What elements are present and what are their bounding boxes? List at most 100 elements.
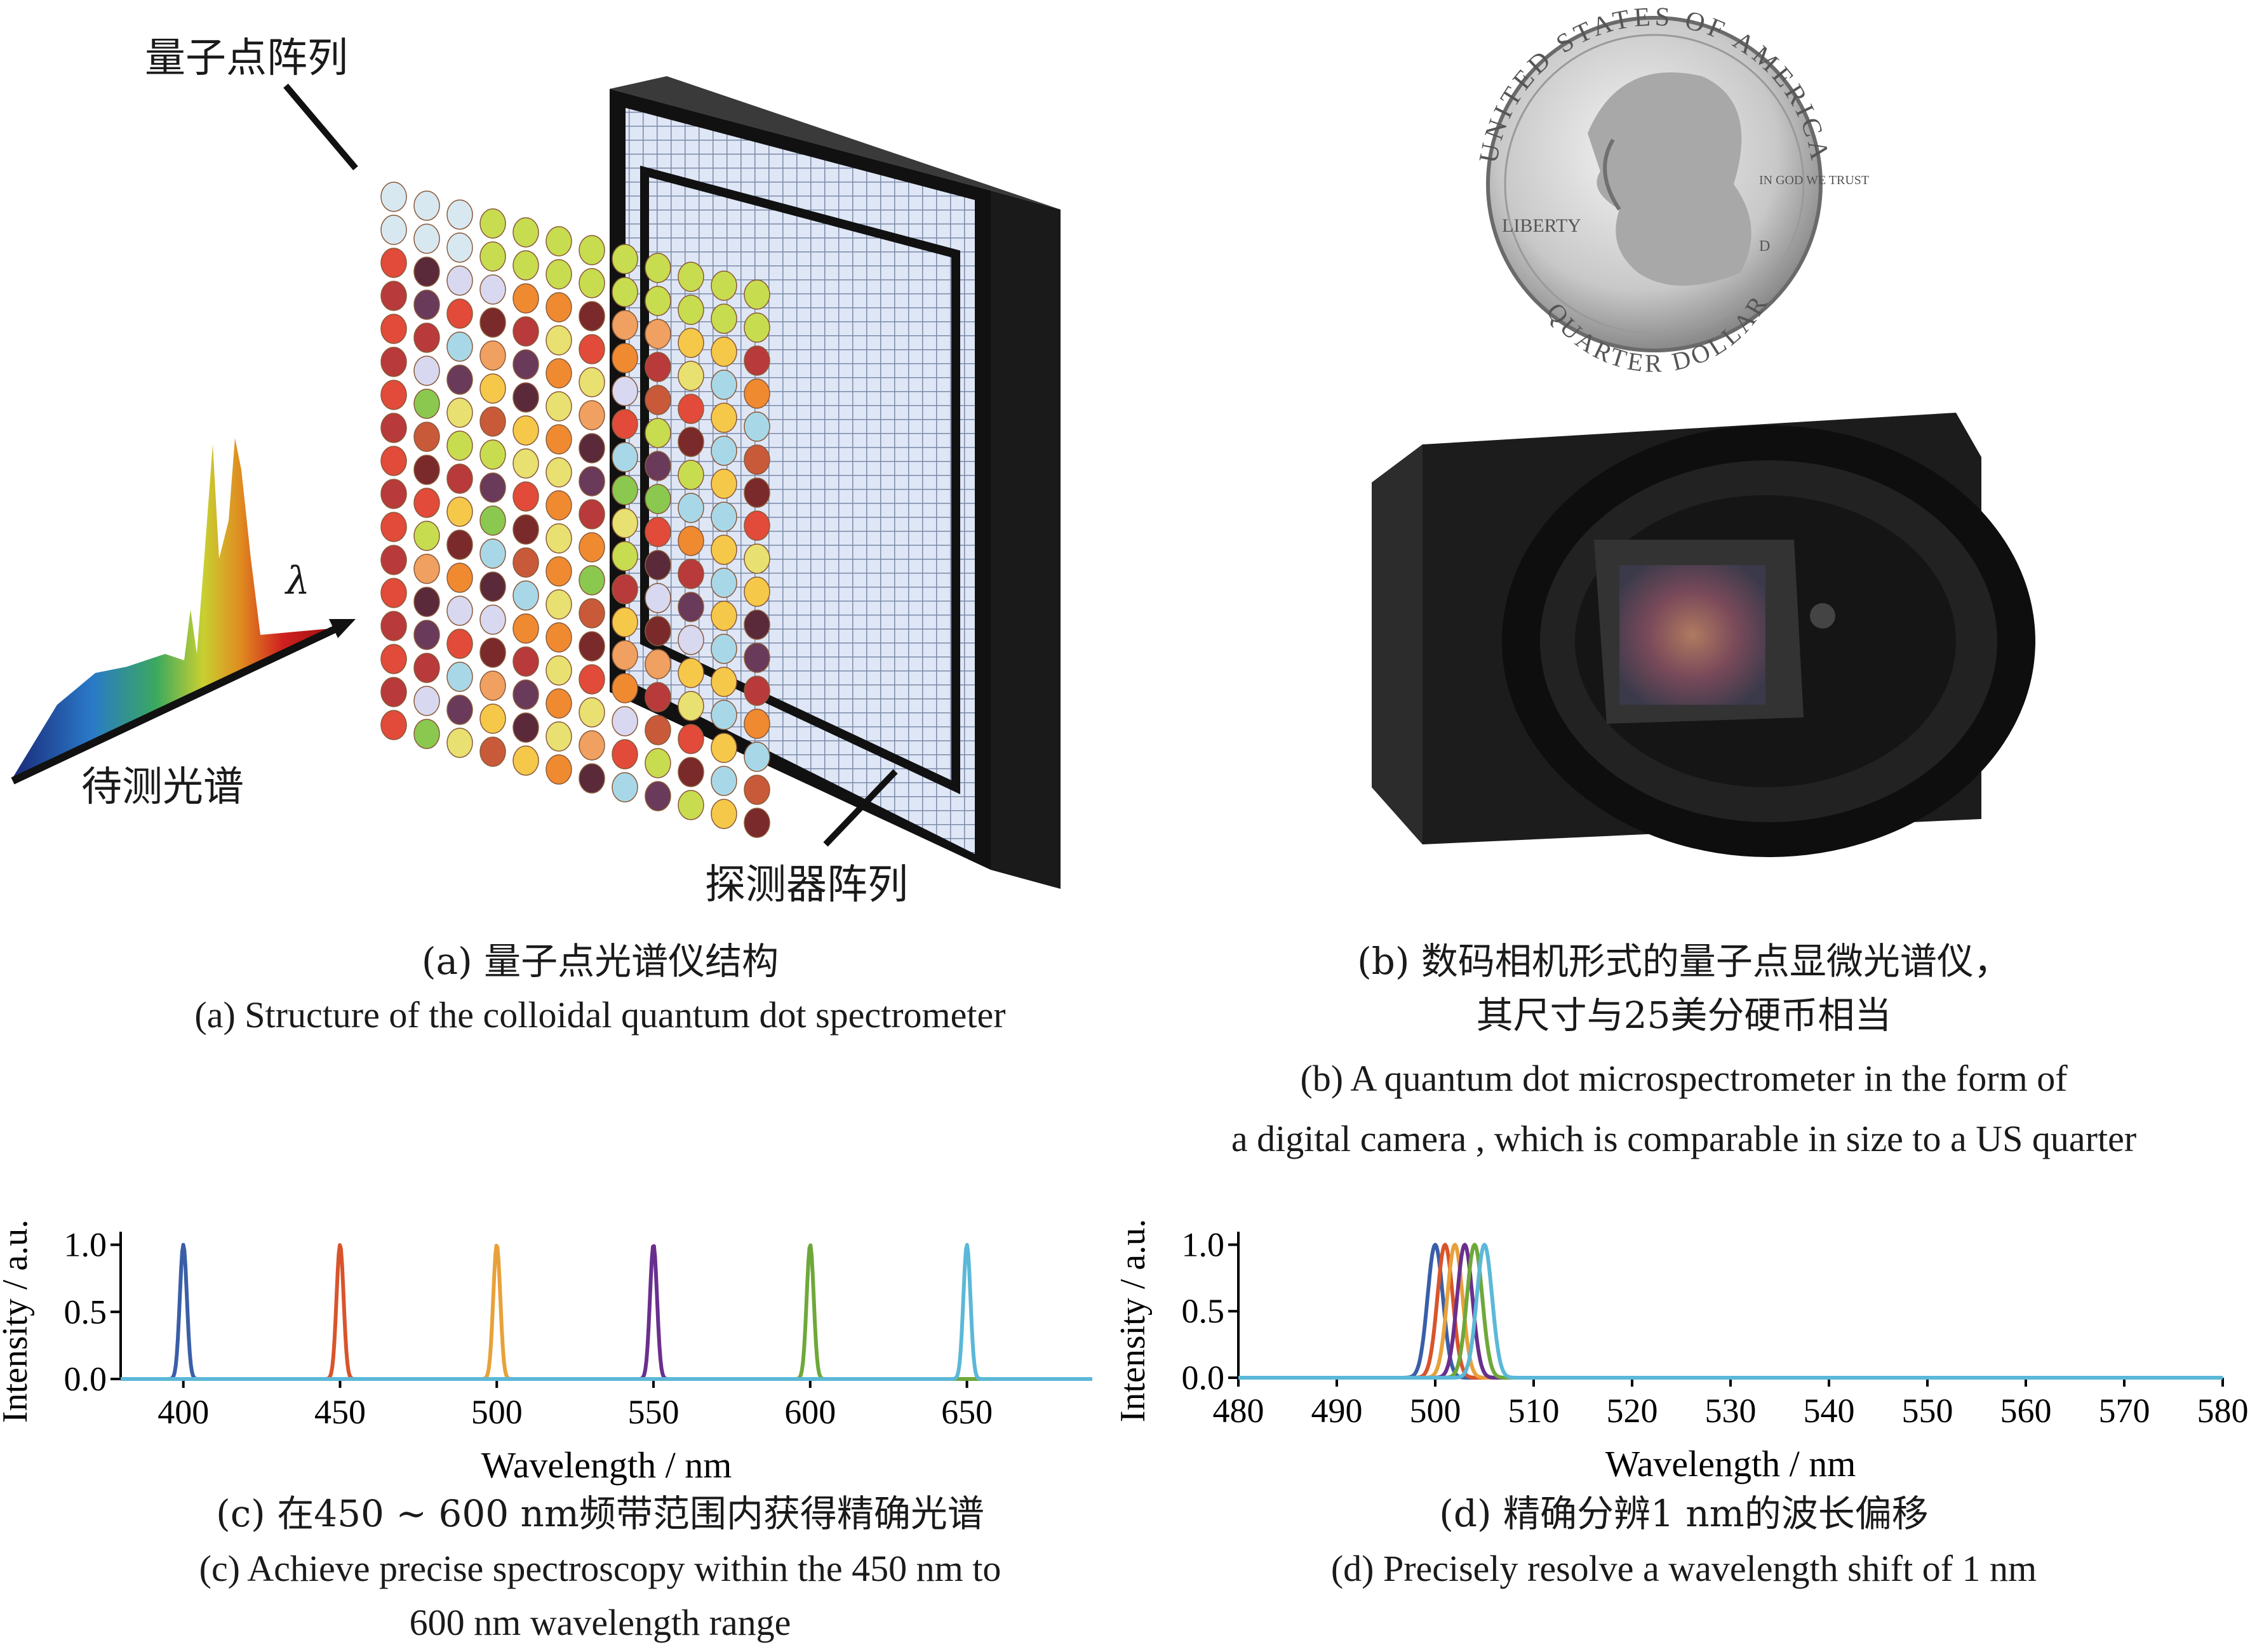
quantum-dot xyxy=(546,523,572,554)
quantum-dot xyxy=(579,433,605,463)
quantum-dot xyxy=(678,394,704,424)
quantum-dot xyxy=(612,442,638,472)
quantum-dot xyxy=(612,739,638,769)
quantum-dot xyxy=(744,676,770,706)
quantum-dot xyxy=(479,373,506,404)
quantum-dot xyxy=(678,691,704,721)
quantum-dot xyxy=(678,592,704,622)
spectrum-peak-450 xyxy=(119,1243,1094,1381)
x-tick-label: 600 xyxy=(784,1393,836,1431)
quantum-dot xyxy=(413,356,440,386)
quantum-dot xyxy=(546,589,572,620)
qd-spectrometer-structure-illustration xyxy=(11,76,1061,889)
spectrum-peak-503 xyxy=(1237,1242,2224,1380)
quantum-dot xyxy=(744,510,770,541)
caption-b-cn-2: 其尺寸与25美分硬币相当 xyxy=(1476,994,1892,1037)
quantum-dot xyxy=(479,406,506,437)
quantum-dot xyxy=(744,444,770,475)
quantum-dot xyxy=(479,670,506,701)
quantum-dot xyxy=(711,667,737,697)
y-axis-label: Intensity / a.u. xyxy=(1118,1219,1153,1422)
quantum-dot xyxy=(744,610,770,640)
quantum-dot xyxy=(645,748,671,778)
quantum-dot xyxy=(579,664,605,695)
panel-a-figure xyxy=(0,0,1118,914)
camera-and-coin-photo: UNITED STATES OF AMERICA QUARTER DOLLAR … xyxy=(1372,3,2035,857)
x-axis-label: Wavelength / nm xyxy=(481,1444,732,1486)
quantum-dot xyxy=(645,781,671,811)
camera-body xyxy=(1372,413,2035,857)
quantum-dot xyxy=(413,223,440,254)
quantum-dot xyxy=(744,279,770,310)
quarter-coin: UNITED STATES OF AMERICA QUARTER DOLLAR … xyxy=(1474,3,1869,378)
quantum-dot xyxy=(446,596,473,626)
quantum-dot xyxy=(678,328,704,358)
quantum-dot xyxy=(479,241,506,272)
quantum-dot xyxy=(446,199,473,230)
quantum-dot xyxy=(612,706,638,736)
x-tick-label: 500 xyxy=(1410,1392,1461,1430)
quantum-dot xyxy=(579,565,605,596)
caption-b-en-2: a digital camera , which is comparable i… xyxy=(1231,1118,2137,1159)
quantum-dot xyxy=(479,571,506,602)
caption-b-en-1: (b) A quantum dot microspectrometer in t… xyxy=(1300,1058,2068,1099)
x-tick-label: 580 xyxy=(2197,1392,2249,1430)
quantum-dot-array xyxy=(380,182,770,838)
quantum-dot xyxy=(744,477,770,508)
chart-c-svg: 0.0 0.5 1.0 400 450 500 550 600 650 Wavelength / … xyxy=(0,1220,1094,1486)
quantum-dot xyxy=(446,728,473,758)
quantum-dot xyxy=(711,535,737,565)
quantum-dot xyxy=(413,422,440,452)
quantum-dot xyxy=(380,182,407,212)
quantum-dot xyxy=(711,700,737,730)
spectrum-peak-505 xyxy=(1237,1242,2224,1380)
caption-a-en: (a) Structure of the colloidal quantum d… xyxy=(194,994,1006,1036)
quantum-dot xyxy=(546,622,572,653)
quantum-dot xyxy=(645,484,671,514)
quantum-dot xyxy=(380,578,407,608)
x-tick-label: 560 xyxy=(2000,1392,2052,1430)
quantum-dot xyxy=(380,512,407,542)
quantum-dot xyxy=(479,703,506,734)
quantum-dot xyxy=(579,532,605,563)
quantum-dot xyxy=(645,418,671,448)
x-tick-label: 540 xyxy=(1804,1392,1855,1430)
axis-arrowhead xyxy=(329,619,356,638)
spectrum-peak-400 xyxy=(119,1242,1094,1381)
quantum-dot xyxy=(645,352,671,382)
x-tick-label: 550 xyxy=(628,1393,680,1431)
quantum-dot xyxy=(512,415,539,446)
quantum-dot xyxy=(711,469,737,499)
quantum-dot xyxy=(512,283,539,314)
quantum-dot xyxy=(512,349,539,380)
quantum-dot xyxy=(413,620,440,650)
spectrum-peak-504 xyxy=(1237,1242,2224,1380)
quantum-dot xyxy=(612,673,638,703)
quantum-dot xyxy=(413,389,440,419)
quantum-dot xyxy=(612,508,638,538)
quantum-dot xyxy=(678,361,704,391)
quantum-dot xyxy=(446,430,473,461)
quantum-dot xyxy=(479,472,506,503)
quantum-dot xyxy=(711,436,737,466)
quantum-dot xyxy=(744,808,770,838)
quantum-dot xyxy=(612,574,638,604)
quantum-dot xyxy=(645,253,671,283)
spectrum-peak-600 xyxy=(119,1243,1094,1381)
quantum-dot xyxy=(744,378,770,409)
quantum-dot xyxy=(512,382,539,413)
quantum-dot xyxy=(645,616,671,646)
quantum-dot xyxy=(446,298,473,329)
quantum-dot xyxy=(546,721,572,752)
quantum-dot xyxy=(546,325,572,356)
quantum-dot xyxy=(546,358,572,389)
quantum-dot xyxy=(579,301,605,331)
quantum-dot xyxy=(678,460,704,490)
quantum-dot xyxy=(744,742,770,772)
y-tick-label: 1.0 xyxy=(1182,1225,1225,1263)
quantum-dot xyxy=(380,380,407,410)
quantum-dot xyxy=(446,331,473,362)
quantum-dot xyxy=(579,235,605,265)
quantum-dot xyxy=(446,232,473,263)
x-tick-label: 500 xyxy=(471,1393,523,1431)
